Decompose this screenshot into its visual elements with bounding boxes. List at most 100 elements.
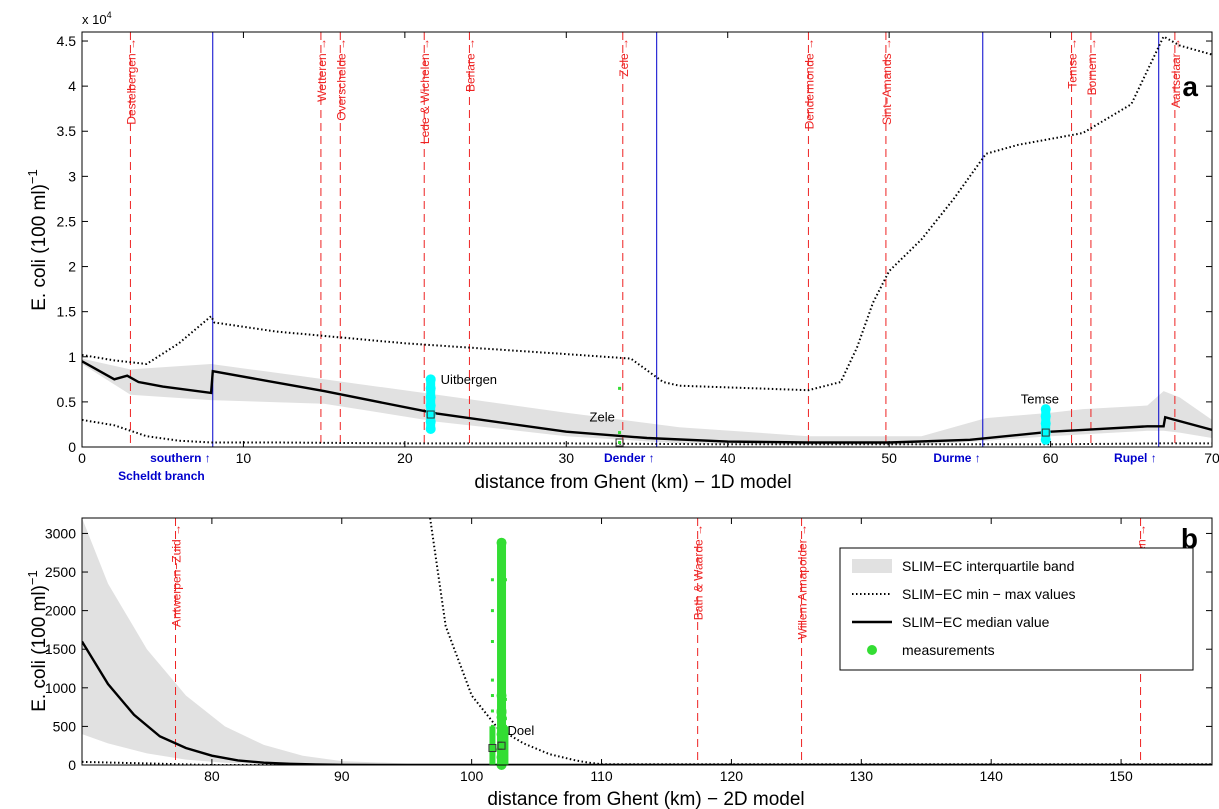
panel-a-town-markers: Destelbergen → Wetteren → Overschelde → Led… — [124, 32, 1183, 447]
measurement-median-marker — [426, 410, 435, 419]
dotted-series-line — [429, 518, 1212, 765]
x-tick-label: 20 — [397, 450, 413, 466]
x-tick-label: 120 — [720, 768, 744, 784]
legend-swatch-band — [852, 559, 892, 573]
panel-a-interquartile-band — [82, 358, 1212, 446]
panel-b-y-ticks: 0 500 1000 1500 2000 2500 3000 — [45, 525, 1212, 773]
measurement-point-small — [503, 578, 507, 582]
measurement-point-small — [503, 717, 507, 721]
panel-a-axes-box — [81, 31, 1213, 448]
tributary-label: Rupel ↑ — [1114, 451, 1157, 465]
y-tick-label: 1 — [68, 349, 76, 365]
y-tick-label: 2500 — [45, 564, 76, 580]
town-label: Sint−Amands → — [880, 38, 894, 125]
y-tick-label: 4 — [68, 78, 76, 94]
x-tick-label: 50 — [881, 450, 897, 466]
x-tick-label: 150 — [1109, 768, 1133, 784]
x-tick-label: 80 — [204, 768, 220, 784]
town-label: Bath & Waarde → — [692, 524, 706, 620]
panel-b-measurements: Doel — [488, 537, 535, 770]
x-tick-label: 60 — [1043, 450, 1059, 466]
measurement-median-marker — [497, 741, 506, 750]
town-label: Zele → — [617, 38, 631, 77]
measurement-site-label: Doel — [508, 723, 535, 738]
town-label: Destelbergen → — [124, 38, 138, 125]
x-tick-label: 10 — [236, 450, 252, 466]
x-tick-label: 130 — [850, 768, 874, 784]
y-tick-label: 2000 — [45, 603, 76, 619]
dotted-series-line — [82, 35, 1212, 392]
x-tick-label: 40 — [720, 450, 736, 466]
y-tick-label: 0.5 — [57, 394, 77, 410]
band-area — [82, 358, 1212, 446]
panel-a-y-multiplier: x 104 — [82, 10, 112, 27]
y-tick-label: 3.5 — [57, 123, 77, 139]
y-tick-label: 2.5 — [57, 213, 77, 229]
measurement-median-marker — [1041, 428, 1050, 437]
tributary-label: southern ↑ — [150, 451, 211, 465]
panel-a-x-ticks: 0 10 20 30 40 50 60 70 — [78, 32, 1219, 466]
measurement-point-small — [490, 578, 494, 582]
town-label: Wetteren → — [315, 38, 329, 102]
panel-a-x-axis-label: distance from Ghent (km) − 1D model — [474, 472, 791, 493]
tributary-label-2: Scheldt branch — [118, 469, 205, 483]
legend-label: measurements — [902, 642, 995, 658]
y-tick-label: 1.5 — [57, 304, 77, 320]
panel-b-interquartile-band — [82, 518, 1212, 765]
panel-b-legend: SLIM−EC interquartile band SLIM−EC min − … — [839, 547, 1194, 671]
panel-a-y-ticks: 0 0.5 1 1.5 2 2.5 3 3.5 4 4.5 — [57, 33, 1212, 455]
legend-label: SLIM−EC interquartile band — [902, 558, 1074, 574]
town-label: Dendermonde → — [802, 38, 816, 129]
legend-box — [839, 547, 1194, 671]
x-tick-label: 140 — [980, 768, 1004, 784]
x-tick-label: 0 — [78, 450, 86, 466]
town-label: Antwerpen−Zuid → — [170, 524, 184, 627]
median-series-line — [82, 360, 1212, 444]
panel-a-measurements: Uitbergen Temse Zele — [425, 372, 1059, 447]
panel-b-y-axis-label: E. coli (100 ml)−1 — [25, 570, 50, 712]
y-tick-label: 0 — [68, 439, 76, 455]
town-label: Willem Annapolder → — [796, 524, 810, 639]
measurement-point — [618, 431, 622, 435]
panel-b-letter: b — [1181, 523, 1198, 554]
y-tick-label: 1000 — [45, 680, 76, 696]
y-tick-label: 500 — [53, 718, 77, 734]
x-tick-label: 90 — [334, 768, 350, 784]
panel-a-y-axis-label: E. coli (100 ml)−1 — [25, 169, 50, 311]
y-tick-label: 3000 — [45, 525, 76, 541]
measurement-site-label: Zele — [590, 410, 615, 425]
town-label: Lede & Wichelen → — [418, 38, 432, 144]
y-tick-label: 4.5 — [57, 33, 77, 49]
panel-b: Antwerpen−Zuid → Bath & Waarde → Willem An… — [25, 517, 1213, 809]
y-tick-label: 3 — [68, 168, 76, 184]
x-tick-label: 30 — [558, 450, 574, 466]
measurement-median-marker — [488, 744, 497, 753]
panel-a: Destelbergen → Wetteren → Overschelde → Led… — [25, 10, 1219, 493]
panel-b-x-ticks: 80 90 100 110 120 130 140 150 — [204, 518, 1133, 784]
town-label: Temse → — [1066, 38, 1080, 89]
y-tick-label: 2 — [68, 259, 76, 275]
measurement-point-small — [490, 694, 494, 698]
measurement-point-small — [490, 709, 494, 713]
tributary-label: Durme ↑ — [933, 451, 980, 465]
town-label: Bornem → — [1085, 38, 1099, 95]
town-label: Berlare → — [463, 38, 477, 92]
measurement-site-label: Uitbergen — [441, 372, 497, 387]
town-label: Overschelde → — [334, 38, 348, 121]
band-area — [82, 518, 1212, 765]
y-tick-label: 0 — [68, 757, 76, 773]
measurement-site-label: Temse — [1021, 392, 1059, 407]
x-tick-label: 110 — [590, 768, 613, 784]
panel-b-axes-box — [81, 517, 1213, 766]
legend-label: SLIM−EC min − max values — [902, 586, 1076, 602]
measurement-median-marker — [615, 438, 624, 447]
town-label: Aartselaar → — [1169, 38, 1183, 108]
panel-a-letter: a — [1182, 71, 1198, 102]
y-tick-label: 1500 — [45, 641, 76, 657]
x-tick-label: 70 — [1204, 450, 1219, 466]
measurement-point-small — [490, 678, 494, 682]
x-tick-label: 100 — [460, 768, 484, 784]
panel-a-series — [82, 35, 1212, 446]
measurement-point-small — [490, 609, 494, 613]
